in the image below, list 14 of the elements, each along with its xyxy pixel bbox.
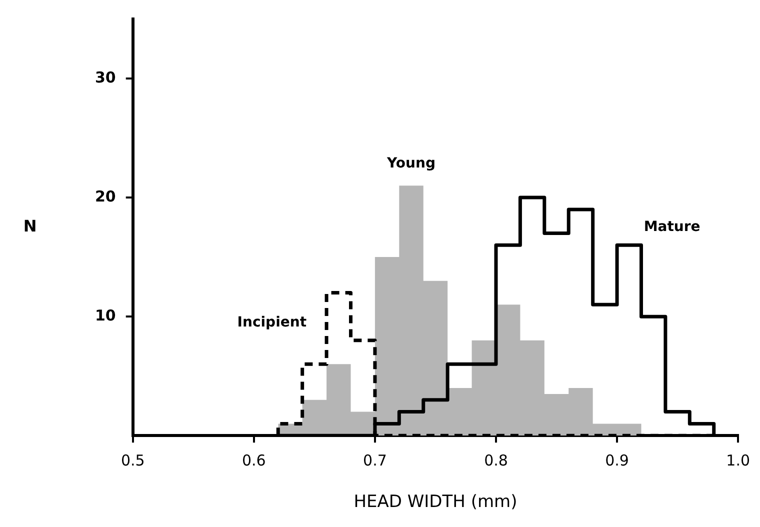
x-tick-label: 0.7 [363, 451, 387, 470]
x-tick-label: 1.0 [726, 451, 750, 470]
y-tick-label: 10 [95, 306, 116, 324]
series-label: Mature [644, 219, 700, 236]
y-axis-title: N [23, 216, 37, 236]
x-tick-label: 0.5 [120, 451, 145, 470]
x-tick-label: 0.9 [605, 451, 629, 470]
x-tick-label: 0.8 [484, 451, 508, 470]
series-label: Incipient [237, 314, 307, 330]
y-tick-label: 30 [95, 68, 116, 86]
x-tick-label: 0.6 [242, 451, 266, 470]
y-tick-label: 20 [95, 187, 116, 206]
series-label: Young [386, 155, 436, 172]
x-axis-title: HEAD WIDTH (mm) [354, 492, 518, 512]
